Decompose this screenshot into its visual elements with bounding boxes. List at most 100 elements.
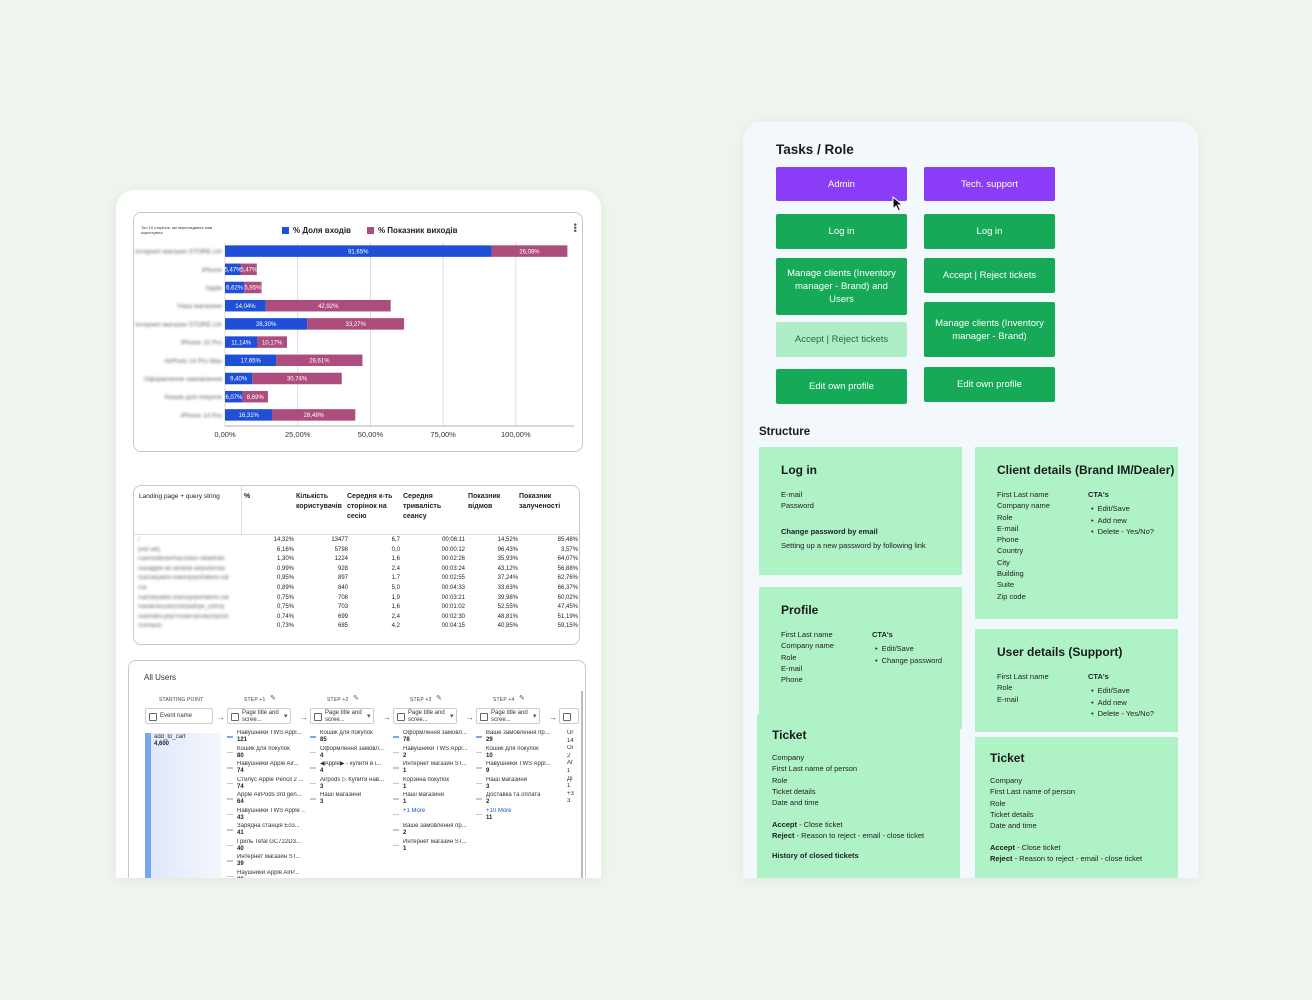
table-row[interactable]: /ua 0,89% 840 5,0 00:04:33 33,63% 66,37% xyxy=(138,585,578,594)
ticket-admin-actions: Accept - Close ticket Reject - Reason to… xyxy=(772,819,924,861)
client-field: City xyxy=(997,557,1010,567)
step-dimension-selector[interactable]: Page title and scree... xyxy=(393,708,457,724)
path-node[interactable]: Доставка та оплата 2 xyxy=(486,792,554,806)
user-card-title: User details (Support) xyxy=(997,645,1123,659)
path-node[interactable]: Кошик для покупок 10 xyxy=(486,746,554,760)
table-header[interactable]: Landing page + query string xyxy=(139,493,220,500)
path-node-count: 41 xyxy=(237,830,244,836)
path-node[interactable]: Наші магазини 1 xyxy=(403,792,471,806)
path-node[interactable]: Ваше замовлення пр... 29 xyxy=(486,730,554,744)
support-accept-reject-button[interactable]: Accept | Reject tickets xyxy=(924,258,1055,293)
path-node[interactable]: ◀Apple▶ - купити в і... 4 xyxy=(320,761,388,775)
table-cell: 0,75% xyxy=(276,594,294,601)
tasks-structure-card: Tasks / Role Admin Tech. support Log in … xyxy=(743,122,1198,878)
edit-step-icon[interactable]: ✎ xyxy=(519,695,525,702)
bar-exits xyxy=(244,281,262,294)
path-node[interactable]: Навушники TWS Apple ... 43 xyxy=(237,808,305,822)
path-node[interactable]: +1 More xyxy=(403,808,471,815)
edit-step-icon[interactable]: ✎ xyxy=(270,695,276,702)
support-manage-clients-button[interactable]: Manage clients (Inventory manager - Bran… xyxy=(924,302,1055,357)
path-node[interactable]: Гриль Tefal GC722D3... 40 xyxy=(237,839,305,853)
path-node[interactable]: Apple AirPods 3rd gen... 64 xyxy=(237,792,305,806)
step-arrow-icon: → xyxy=(217,713,225,722)
landing-pages-table: Landing page + query string% Кількість ко… xyxy=(133,485,580,645)
path-node[interactable]: Кошик для покупок 80 xyxy=(237,746,305,760)
edit-step-icon[interactable]: ✎ xyxy=(436,695,442,702)
path-node[interactable]: Навушники TWS Appl... 2 xyxy=(403,746,471,760)
chevron-down-icon[interactable]: ▾ xyxy=(450,713,454,720)
table-header[interactable]: Показник залученості xyxy=(519,493,561,510)
path-node[interactable]: Корзина покупок 1 xyxy=(403,777,471,791)
table-row[interactable]: (not set) 6,16% 5798 0,0 00:00:12 96,43% 3,57% xyxy=(138,547,578,556)
start-node-bar[interactable] xyxy=(145,733,151,878)
path-node[interactable]: Ваше замовлення пр... 2 xyxy=(403,823,471,837)
admin-accept-reject-button[interactable]: Accept | Reject tickets xyxy=(776,322,907,357)
path-node[interactable]: Наші магазини 3 xyxy=(486,777,554,791)
path-node[interactable]: Оформлення замовл... 4 xyxy=(320,746,388,760)
table-header[interactable]: Середня тривалість сеансу xyxy=(403,493,442,520)
role-support-button[interactable]: Tech. support xyxy=(924,167,1055,201)
path-node[interactable]: +10 More 11 xyxy=(486,808,554,822)
client-card-title: Client details (Brand IM/Dealer) xyxy=(997,463,1175,477)
table-row[interactable]: /ua/apple-all-ukraine-airpods/nav 0,99% 92… xyxy=(138,566,578,575)
category-label: Наші магазини xyxy=(178,302,223,310)
table-header[interactable]: Показник відмов xyxy=(468,493,501,510)
admin-login-button[interactable]: Log in xyxy=(776,214,907,249)
path-node[interactable]: Навушники TWS Appl... 121 xyxy=(237,730,305,744)
chevron-down-icon[interactable]: ▾ xyxy=(284,713,288,720)
support-edit-profile-button[interactable]: Edit own profile xyxy=(924,367,1055,402)
vertical-scrollbar[interactable] xyxy=(581,691,583,878)
path-node[interactable]: Наші магазини 3 xyxy=(320,792,388,806)
table-cell: 00:03:21 xyxy=(441,594,465,601)
event-name-selector[interactable]: Event name xyxy=(145,708,213,724)
path-node[interactable]: Оформлення замовл... 78 xyxy=(403,730,471,744)
structure-card-profile: Profile First Last name Company name Role E… xyxy=(759,587,962,729)
table-row[interactable]: /ua/zaryadni-stanciyi/portativni-zar 0,95… xyxy=(138,575,578,584)
edit-step-icon[interactable]: ✎ xyxy=(353,695,359,702)
table-row[interactable]: /ua/index.php?route=product/prod 0,74% 699… xyxy=(138,614,578,623)
path-node[interactable]: Интернет магазин ST... 39 xyxy=(237,854,305,868)
path-node-count: 4 xyxy=(320,768,324,774)
table-row[interactable]: /ua/aksesuary/zaryadnye_ustroy 0,75% 703 1,… xyxy=(138,604,578,613)
step-dimension-selector[interactable]: Page title and scree... xyxy=(310,708,374,724)
structure-card-client-details: Client details (Brand IM/Dealer) First L… xyxy=(975,447,1178,619)
path-node-name: ◀Apple▶ - купити в і... xyxy=(320,761,382,767)
admin-manage-clients-button[interactable]: Manage clients (Inventory manager - Bran… xyxy=(776,258,907,315)
path-node[interactable]: Наушники Apple AirP...38 xyxy=(237,870,305,879)
step-dimension-selector[interactable]: Page title and scree... xyxy=(227,708,291,724)
path-node[interactable]: Зарядна станція Eco... 41 xyxy=(237,823,305,837)
path-node[interactable]: Стилус Apple Pencil 2 ... 74 xyxy=(237,777,305,791)
table-row[interactable]: /ua/noutbuki/macs/bez-obladnan 1,30% 1224 1… xyxy=(138,556,578,565)
table-row[interactable]: /ua/zaryadni-stanciyi/portativni-zar 0,75… xyxy=(138,595,578,604)
table-cell: 685 xyxy=(337,623,348,630)
step-arrow-icon: → xyxy=(383,713,391,722)
table-header[interactable]: Середня к-ть сторінок на сесію xyxy=(347,493,393,520)
path-node[interactable]: Кошик для покупок 85 xyxy=(320,730,388,744)
bar-value-label: 26,08% xyxy=(519,249,540,255)
support-login-button[interactable]: Log in xyxy=(924,214,1055,249)
legend-item-exits: % Показник виходів xyxy=(366,226,458,235)
table-row[interactable]: /contacts 0,73% 685 4,2 00:04:15 40,85% 59,15% xyxy=(138,623,578,632)
table-row[interactable]: / 14,32% 13477 6,7 00:06:11 14,52% 85,48% xyxy=(138,537,578,546)
step-dimension-selector[interactable] xyxy=(559,708,579,724)
start-event[interactable]: add_to_cart 4,600 xyxy=(154,734,186,748)
table-cell: 708 xyxy=(337,594,348,601)
chevron-down-icon[interactable]: ▾ xyxy=(367,713,371,720)
path-node-count: 11 xyxy=(486,814,493,821)
chevron-down-icon[interactable]: ▾ xyxy=(533,713,537,720)
path-node[interactable]: Навушники TWS Appl... 9 xyxy=(486,761,554,775)
bar-entries xyxy=(225,245,492,257)
table-header[interactable]: Кількість користувачів xyxy=(296,493,342,510)
step-dimension-selector[interactable]: Page title and scree... xyxy=(476,708,540,724)
role-admin-button[interactable]: Admin xyxy=(776,167,907,201)
path-node[interactable]: Интернет магазин ST... 1 xyxy=(403,839,471,853)
ticket-reject-desc: - Reason to reject - email - close ticke… xyxy=(1012,854,1143,864)
path-node[interactable]: Навушники Apple Air... 74 xyxy=(237,761,305,775)
ticket-field: Ticket details xyxy=(990,809,1034,819)
path-node[interactable]: Airpods ▷ Купити нав... 3 xyxy=(320,777,388,791)
chart-menu-icon[interactable]: ••• xyxy=(570,223,580,233)
admin-edit-profile-button[interactable]: Edit own profile xyxy=(776,369,907,404)
path-node[interactable]: Интернет магазин ST... 1 xyxy=(403,761,471,775)
table-cell: 51,19% xyxy=(557,613,578,620)
table-header[interactable]: % xyxy=(244,493,251,500)
